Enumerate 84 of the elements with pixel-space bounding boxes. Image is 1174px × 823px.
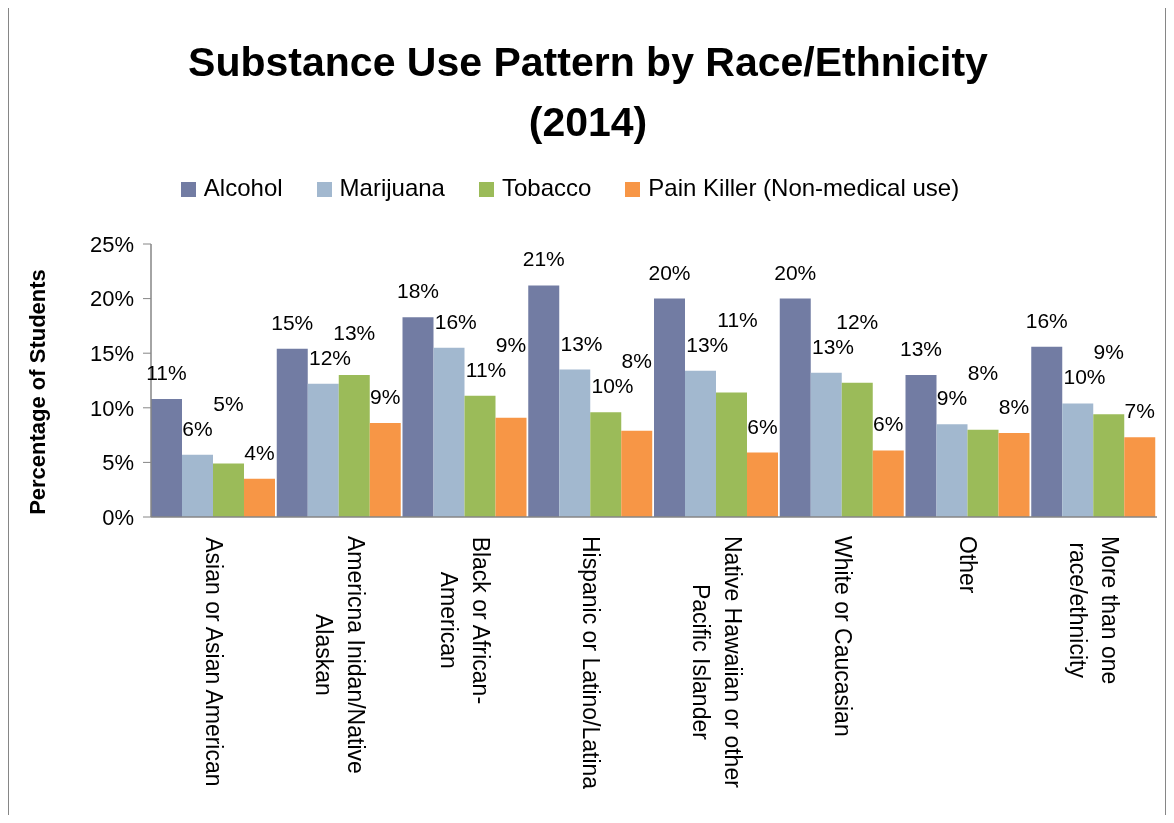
bar [936,424,968,517]
x-tick-label: Asian or Asian American [200,537,227,787]
data-label: 9% [1093,340,1124,364]
bar [747,452,778,517]
data-label: 6% [873,412,904,436]
bar [810,372,842,517]
x-tick-label: Native Hawaiian or other Pacific Islander [687,536,746,789]
bar [244,478,275,517]
data-label: 21% [522,247,565,271]
data-label: 8% [967,361,999,385]
data-label: 16% [1025,308,1068,332]
data-label: 18% [396,279,440,303]
bar [213,463,244,517]
data-label: 13% [686,332,729,356]
x-tick-label: Americna Inidan/Native Alaskan [310,535,369,774]
bar [433,347,465,517]
bar [779,298,811,517]
bar [872,450,904,517]
data-label: 6% [747,414,778,438]
bar [559,369,591,517]
bar [621,430,653,517]
data-label: 11% [717,307,758,331]
x-tick-label: More than one race/ethnicity [1065,536,1124,685]
bar [307,383,339,517]
data-label: 10% [591,374,634,398]
bar [1031,346,1063,517]
y-tick-label: 5% [102,450,134,476]
bar [182,454,213,517]
bar [716,392,747,517]
bar [1124,437,1156,517]
data-label: 13% [560,331,603,355]
data-label: 5% [213,391,244,415]
bar [590,412,622,517]
data-label: 8% [621,349,652,373]
chart-title: Substance Use Pattern by Race/Ethnicity (2014) [187,38,989,147]
bar [905,375,937,517]
data-label: 6% [182,416,213,440]
data-label: 16% [434,309,477,333]
legend-label: Marijuana [339,174,445,201]
legend-label: Alcohol [203,174,283,201]
data-label: 11% [146,361,187,385]
data-label: 9% [370,385,401,409]
data-label: 13% [812,334,855,358]
bar [276,348,308,517]
bar [841,382,873,517]
data-label: 9% [495,332,527,356]
y-axis-title: Percentage of Students [25,269,51,515]
data-label: 13% [899,337,943,361]
data-label: 4% [244,440,275,464]
data-label: 9% [936,386,968,410]
y-tick-label: 25% [89,231,134,257]
data-label: 15% [271,310,314,334]
data-label: 20% [648,260,691,284]
bar [402,317,434,517]
data-label: 13% [333,320,376,344]
x-tick-label: Other [955,536,982,594]
bar [338,375,370,517]
y-tick-label: 20% [89,286,134,312]
bar [1062,403,1094,517]
bar [1093,414,1125,517]
data-label: 12% [836,309,879,333]
x-tick-label: Black or African-American [436,536,495,705]
bar [528,285,560,517]
legend-label: Pain Killer (Non-medical use) [648,174,960,201]
bar [967,429,999,517]
data-label: 8% [998,394,1030,418]
data-label: 12% [309,345,352,369]
y-tick-label: 10% [89,395,134,421]
data-label: 7% [1124,399,1155,423]
data-label: 10% [1063,365,1106,389]
bar [369,423,401,517]
bar [998,432,1030,517]
legend-label: Tobacco [501,174,592,201]
bar [685,370,716,517]
bar [654,298,685,517]
bar [151,399,182,517]
data-label: 11% [465,357,507,381]
x-tick-label: White or Caucasian [829,536,856,737]
y-tick-label: 0% [102,504,134,530]
bar [495,417,527,517]
y-tick-label: 15% [89,341,134,367]
x-tick-label: Hispanic or Latino/Latina [578,535,605,790]
bar [464,395,496,517]
data-label: 20% [774,260,817,284]
